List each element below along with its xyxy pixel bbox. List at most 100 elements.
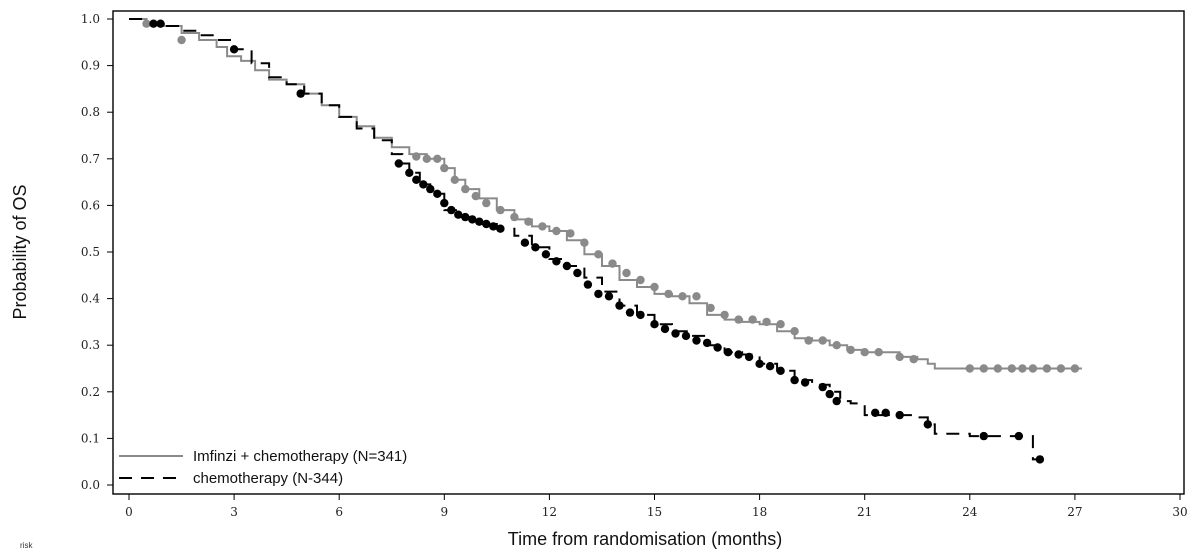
censor-point-chemo (541, 250, 551, 259)
x-tick-label: 9 (440, 505, 448, 519)
censor-point-chemo (650, 320, 659, 329)
censor-point-chemo (489, 222, 498, 231)
censor-point-chemo (405, 168, 414, 177)
censor-point-chemo (765, 362, 775, 371)
censor-point-imfinzi (594, 250, 603, 259)
censor-point-imfinzi (622, 268, 631, 278)
y-tick-label: 0.7 (81, 152, 100, 166)
censor-point-imfinzi (461, 184, 470, 194)
censor-point-imfinzi (860, 348, 869, 357)
censor-point-imfinzi (706, 303, 715, 313)
censor-point-chemo (149, 19, 158, 28)
censor-point-imfinzi (538, 222, 547, 231)
censor-point-chemo (1014, 431, 1023, 441)
censor-point-chemo (923, 420, 932, 429)
censor-point-chemo (468, 215, 477, 224)
censor-point-imfinzi (1028, 364, 1038, 373)
y-tick-label: 0.9 (81, 59, 100, 73)
censor-point-imfinzi (1018, 364, 1027, 373)
censor-point-chemo (229, 45, 239, 54)
censor-point-imfinzi (482, 198, 491, 208)
censor-point-chemo (832, 396, 841, 406)
censor-point-chemo (881, 408, 890, 417)
censor-point-chemo (755, 359, 764, 368)
censor-point-chemo (895, 410, 904, 420)
censor-point-imfinzi (422, 154, 431, 163)
y-tick-label: 0.5 (81, 245, 100, 259)
censor-point-imfinzi (846, 345, 855, 355)
censor-point-imfinzi (433, 154, 442, 163)
y-tick-label: 0.8 (81, 105, 100, 119)
censor-point-chemo (615, 301, 624, 310)
censor-point-imfinzi (608, 259, 617, 268)
y-tick-label: 0.2 (81, 385, 100, 399)
censor-point-imfinzi (818, 336, 827, 345)
y-tick-label: 0.0 (81, 478, 100, 492)
x-tick-label: 6 (335, 505, 343, 519)
censor-point-imfinzi (832, 341, 841, 350)
y-tick-label: 0.1 (81, 431, 100, 445)
censor-point-imfinzi (720, 310, 729, 320)
x-tick-label: 21 (857, 505, 872, 519)
censor-point-imfinzi (664, 289, 673, 299)
x-tick-label: 18 (752, 505, 767, 519)
censor-point-chemo (461, 212, 470, 222)
x-tick-label: 27 (1067, 505, 1082, 519)
censor-point-imfinzi (895, 352, 904, 362)
censor-point-chemo (604, 292, 614, 301)
censor-point-imfinzi (496, 205, 505, 215)
censor-point-chemo (790, 375, 799, 385)
censor-point-imfinzi (552, 226, 561, 236)
censor-point-chemo (426, 184, 435, 194)
censor-point-imfinzi (580, 238, 589, 247)
censor-point-imfinzi (1056, 364, 1066, 373)
censor-point-chemo (419, 180, 428, 189)
censor-point-chemo (394, 159, 403, 168)
censor-point-imfinzi (874, 348, 883, 357)
censor-point-imfinzi (471, 191, 480, 201)
censor-point-chemo (702, 338, 712, 348)
censor-point-chemo (562, 261, 572, 271)
censor-point-imfinzi (1070, 364, 1080, 373)
series-layer (129, 18, 1082, 461)
censor-point-imfinzi (979, 364, 988, 373)
censor-point-imfinzi (762, 317, 771, 327)
x-tick-label: 24 (962, 505, 978, 519)
x-tick-label: 0 (125, 505, 133, 519)
censor-point-imfinzi (678, 292, 687, 301)
censor-point-chemo (475, 217, 484, 226)
x-tick-label: 12 (542, 505, 557, 519)
censor-point-chemo (447, 205, 456, 215)
censor-point-imfinzi (748, 315, 757, 324)
censor-point-chemo (520, 238, 530, 247)
censor-point-imfinzi (692, 292, 701, 301)
censor-point-chemo (681, 331, 691, 341)
censor-point-chemo (625, 308, 635, 317)
censor-point-chemo (818, 382, 827, 392)
censor-point-chemo (496, 224, 505, 233)
plot-frame (112, 10, 1185, 495)
censor-point-imfinzi (510, 212, 519, 222)
censor-point-imfinzi (524, 217, 533, 226)
censor-point-chemo (454, 210, 463, 219)
censor-point-chemo (433, 189, 442, 198)
censor-point-chemo (776, 366, 785, 375)
series-line-chemo (129, 18, 1040, 461)
censor-point-chemo (583, 280, 593, 289)
censor-point-imfinzi (1007, 364, 1016, 373)
censor-point-chemo (734, 350, 743, 359)
censor-markers (142, 19, 1080, 464)
corner-text: risk (20, 541, 33, 550)
x-tick-label: 30 (1172, 505, 1187, 519)
censor-point-chemo (723, 348, 733, 357)
y-tick-label: 0.3 (81, 338, 100, 352)
censor-point-chemo (296, 89, 305, 98)
censor-point-chemo (412, 175, 421, 184)
censor-point-chemo (594, 289, 603, 299)
censor-point-chemo (671, 329, 680, 338)
censor-point-chemo (800, 378, 810, 387)
legend-label-chemo: chemotherapy (N-344) (193, 470, 343, 487)
censor-point-imfinzi (804, 336, 813, 345)
x-axis-title: Time from randomisation (months) (508, 529, 782, 549)
y-tick-label: 1.0 (81, 12, 100, 26)
